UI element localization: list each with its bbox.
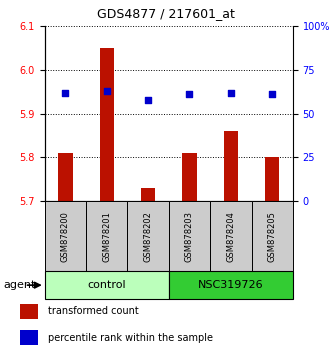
Text: percentile rank within the sample: percentile rank within the sample [48,332,213,343]
Text: transformed count: transformed count [48,306,139,316]
Bar [224,131,238,201]
Bar [141,188,155,201]
Point [187,92,192,97]
Text: GSM878202: GSM878202 [144,211,153,262]
Text: GSM878200: GSM878200 [61,211,70,262]
Bar [252,201,293,271]
Text: GSM878203: GSM878203 [185,211,194,262]
Bar [20,330,38,345]
Bar [58,153,72,201]
Bar [169,201,210,271]
Text: GDS4877 / 217601_at: GDS4877 / 217601_at [97,7,234,20]
Bar [45,201,86,271]
Text: agent: agent [3,280,36,290]
Bar [45,271,169,299]
Bar [265,158,279,201]
Point [104,88,109,94]
Text: control: control [87,280,126,290]
Bar [169,271,293,299]
Text: GSM878204: GSM878204 [226,211,235,262]
Bar [20,303,38,319]
Point [228,90,234,96]
Bar [100,48,114,201]
Point [146,97,151,102]
Bar [210,201,252,271]
Point [63,90,68,96]
Text: GSM878201: GSM878201 [102,211,111,262]
Bar [86,201,127,271]
Point [269,92,275,97]
Text: GSM878205: GSM878205 [268,211,277,262]
Text: NSC319726: NSC319726 [198,280,264,290]
Bar [182,153,197,201]
Bar [127,201,169,271]
